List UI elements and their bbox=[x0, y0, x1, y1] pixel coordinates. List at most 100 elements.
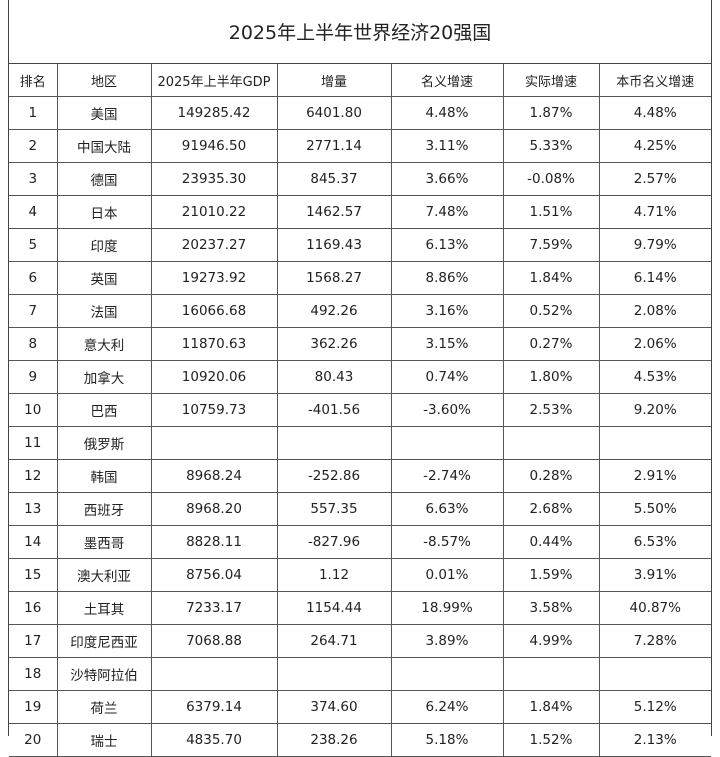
increment-cell: 374.60 bbox=[276, 690, 392, 724]
real-growth-cell: 1.52% bbox=[502, 723, 600, 757]
real-growth-cell: 0.52% bbox=[502, 294, 600, 328]
table-row: 12 韩国 8968.24 -252.86 -2.74% 0.28% 2.91% bbox=[9, 459, 711, 493]
rank-cell: 11 bbox=[9, 426, 58, 460]
local-nominal-growth-cell: 2.06% bbox=[598, 327, 711, 361]
gdp-cell: 6379.14 bbox=[150, 690, 278, 724]
region-cell: 瑞士 bbox=[56, 723, 152, 757]
real-growth-cell: -0.08% bbox=[502, 162, 600, 196]
increment-cell: 238.26 bbox=[276, 723, 392, 757]
increment-cell: 80.43 bbox=[276, 360, 392, 394]
rank-cell: 16 bbox=[9, 591, 58, 625]
table-row: 20 瑞士 4835.70 238.26 5.18% 1.52% 2.13% bbox=[9, 723, 711, 757]
region-cell: 印度尼西亚 bbox=[56, 624, 152, 658]
gdp-cell: 149285.42 bbox=[150, 96, 278, 130]
nominal-growth-cell: 5.18% bbox=[390, 723, 504, 757]
region-cell: 韩国 bbox=[56, 459, 152, 493]
region-cell: 土耳其 bbox=[56, 591, 152, 625]
real-growth-cell: 1.51% bbox=[502, 195, 600, 229]
rank-cell: 1 bbox=[9, 96, 58, 130]
table-row: 17 印度尼西亚 7068.88 264.71 3.89% 4.99% 7.28% bbox=[9, 624, 711, 658]
gdp-cell: 16066.68 bbox=[150, 294, 278, 328]
rank-cell: 9 bbox=[9, 360, 58, 394]
nominal-growth-cell: 3.11% bbox=[390, 129, 504, 163]
local-nominal-growth-cell: 40.87% bbox=[598, 591, 711, 625]
table-row: 9 加拿大 10920.06 80.43 0.74% 1.80% 4.53% bbox=[9, 360, 711, 394]
column-header-real-growth: 实际增速 bbox=[502, 64, 600, 97]
rank-cell: 3 bbox=[9, 162, 58, 196]
local-nominal-growth-cell: 4.53% bbox=[598, 360, 711, 394]
region-cell: 荷兰 bbox=[56, 690, 152, 724]
real-growth-cell: 0.27% bbox=[502, 327, 600, 361]
local-nominal-growth-cell: 3.91% bbox=[598, 558, 711, 592]
nominal-growth-cell: 3.16% bbox=[390, 294, 504, 328]
real-growth-cell: 4.99% bbox=[502, 624, 600, 658]
table-row: 11 俄罗斯 bbox=[9, 426, 711, 460]
local-nominal-growth-cell: 9.79% bbox=[598, 228, 711, 262]
real-growth-cell: 1.84% bbox=[502, 261, 600, 295]
gdp-cell: 8756.04 bbox=[150, 558, 278, 592]
region-cell: 法国 bbox=[56, 294, 152, 328]
column-header-rank: 排名 bbox=[9, 64, 58, 97]
gdp-cell: 4835.70 bbox=[150, 723, 278, 757]
region-cell: 中国大陆 bbox=[56, 129, 152, 163]
rank-cell: 13 bbox=[9, 492, 58, 526]
local-nominal-growth-cell: 4.48% bbox=[598, 96, 711, 130]
gdp-cell: 10759.73 bbox=[150, 393, 278, 427]
local-nominal-growth-cell: 5.50% bbox=[598, 492, 711, 526]
nominal-growth-cell: 6.63% bbox=[390, 492, 504, 526]
local-nominal-growth-cell bbox=[598, 657, 711, 691]
gdp-cell: 23935.30 bbox=[150, 162, 278, 196]
region-cell: 加拿大 bbox=[56, 360, 152, 394]
increment-cell: 2771.14 bbox=[276, 129, 392, 163]
table-row: 3 德国 23935.30 845.37 3.66% -0.08% 2.57% bbox=[9, 162, 711, 196]
region-cell: 西班牙 bbox=[56, 492, 152, 526]
gdp-cell: 8968.20 bbox=[150, 492, 278, 526]
gdp-cell: 20237.27 bbox=[150, 228, 278, 262]
rank-cell: 17 bbox=[9, 624, 58, 658]
table-row: 16 土耳其 7233.17 1154.44 18.99% 3.58% 40.87% bbox=[9, 591, 711, 625]
local-nominal-growth-cell: 7.28% bbox=[598, 624, 711, 658]
nominal-growth-cell: -8.57% bbox=[390, 525, 504, 559]
table-row: 1 美国 149285.42 6401.80 4.48% 1.87% 4.48% bbox=[9, 96, 711, 130]
increment-cell: 1169.43 bbox=[276, 228, 392, 262]
table-row: 7 法国 16066.68 492.26 3.16% 0.52% 2.08% bbox=[9, 294, 711, 328]
gdp-cell bbox=[150, 426, 278, 460]
table-row: 8 意大利 11870.63 362.26 3.15% 0.27% 2.06% bbox=[9, 327, 711, 361]
real-growth-cell: 2.68% bbox=[502, 492, 600, 526]
table-row: 10 巴西 10759.73 -401.56 -3.60% 2.53% 9.20% bbox=[9, 393, 711, 427]
nominal-growth-cell: 3.15% bbox=[390, 327, 504, 361]
table-title: 2025年上半年世界经济20强国 bbox=[9, 0, 711, 64]
increment-cell: 1.12 bbox=[276, 558, 392, 592]
increment-cell: 1462.57 bbox=[276, 195, 392, 229]
real-growth-cell: 7.59% bbox=[502, 228, 600, 262]
increment-cell: 264.71 bbox=[276, 624, 392, 658]
gdp-cell: 11870.63 bbox=[150, 327, 278, 361]
real-growth-cell: 0.44% bbox=[502, 525, 600, 559]
region-cell: 沙特阿拉伯 bbox=[56, 657, 152, 691]
rank-cell: 6 bbox=[9, 261, 58, 295]
rank-cell: 4 bbox=[9, 195, 58, 229]
local-nominal-growth-cell: 2.57% bbox=[598, 162, 711, 196]
local-nominal-growth-cell: 5.12% bbox=[598, 690, 711, 724]
nominal-growth-cell: 8.86% bbox=[390, 261, 504, 295]
increment-cell: 362.26 bbox=[276, 327, 392, 361]
region-cell: 印度 bbox=[56, 228, 152, 262]
nominal-growth-cell: -3.60% bbox=[390, 393, 504, 427]
local-nominal-growth-cell: 9.20% bbox=[598, 393, 711, 427]
gdp-cell: 21010.22 bbox=[150, 195, 278, 229]
table-row: 19 荷兰 6379.14 374.60 6.24% 1.84% 5.12% bbox=[9, 690, 711, 724]
column-header-region: 地区 bbox=[56, 64, 152, 97]
region-cell: 意大利 bbox=[56, 327, 152, 361]
region-cell: 美国 bbox=[56, 96, 152, 130]
real-growth-cell: 1.80% bbox=[502, 360, 600, 394]
region-cell: 巴西 bbox=[56, 393, 152, 427]
gdp-cell: 8968.24 bbox=[150, 459, 278, 493]
region-cell: 墨西哥 bbox=[56, 525, 152, 559]
gdp-cell: 19273.92 bbox=[150, 261, 278, 295]
increment-cell: 6401.80 bbox=[276, 96, 392, 130]
local-nominal-growth-cell: 6.53% bbox=[598, 525, 711, 559]
real-growth-cell: 2.53% bbox=[502, 393, 600, 427]
region-cell: 日本 bbox=[56, 195, 152, 229]
gdp-cell: 10920.06 bbox=[150, 360, 278, 394]
